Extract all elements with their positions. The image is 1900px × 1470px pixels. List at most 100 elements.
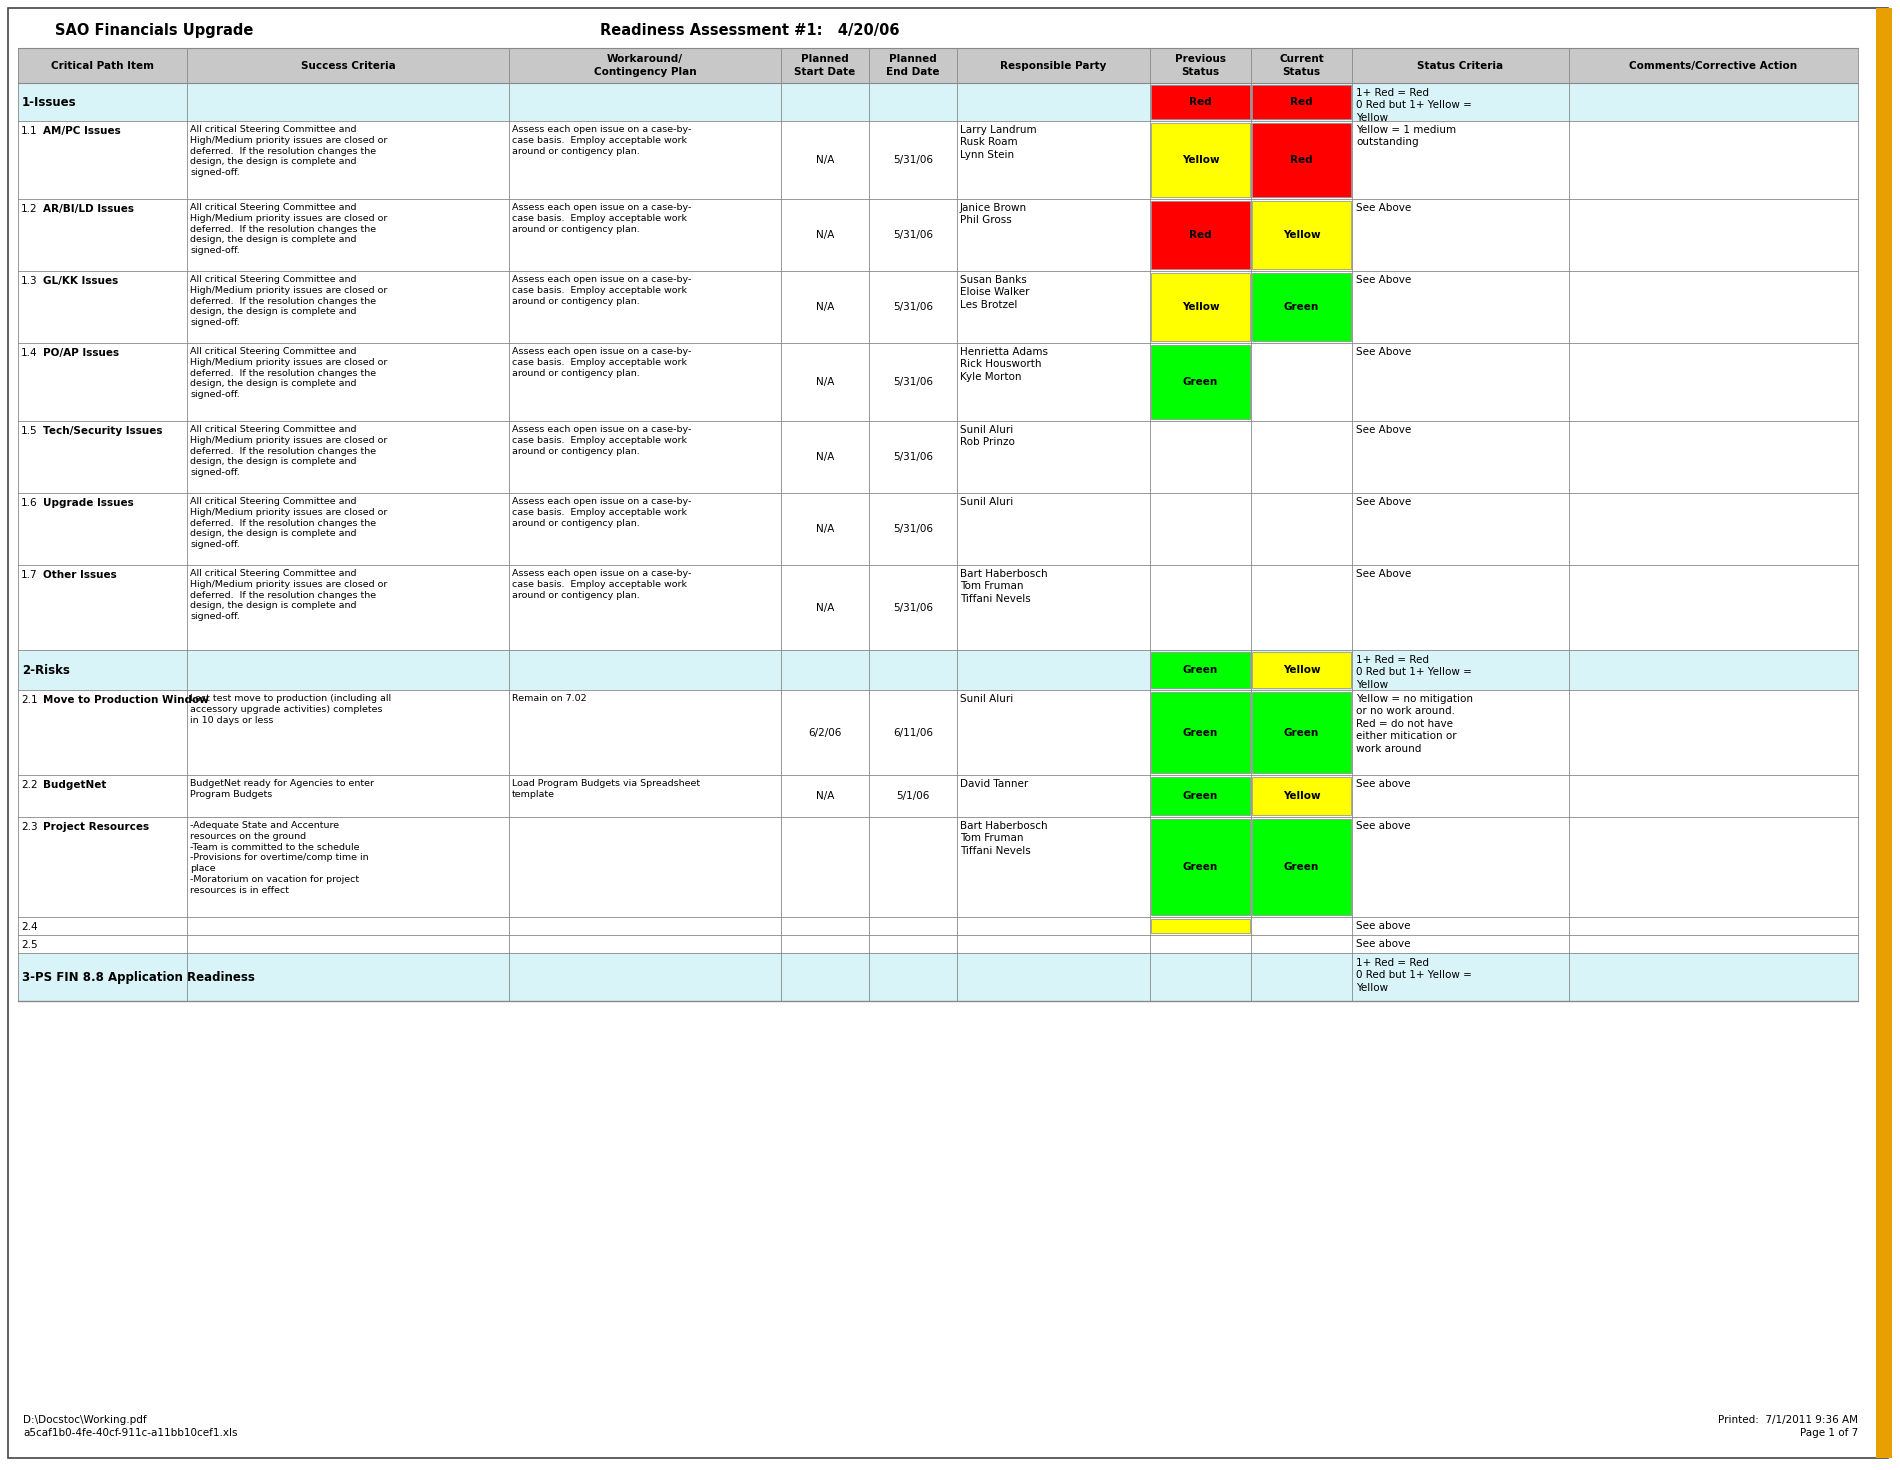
- Text: Green: Green: [1184, 376, 1218, 387]
- Text: Red: Red: [1189, 229, 1212, 240]
- Text: 5/31/06: 5/31/06: [893, 451, 933, 462]
- Text: 1.7: 1.7: [21, 570, 38, 581]
- Bar: [1252, 778, 1351, 814]
- Text: Larry Landrum
Rusk Roam
Lynn Stein: Larry Landrum Rusk Roam Lynn Stein: [960, 125, 1037, 160]
- Text: All critical Steering Committee and
High/Medium priority issues are closed or
de: All critical Steering Committee and High…: [190, 569, 388, 620]
- Bar: [17, 82, 1858, 121]
- Text: See Above: See Above: [1357, 569, 1412, 579]
- Text: N/A: N/A: [815, 301, 834, 312]
- Bar: [1252, 819, 1351, 914]
- Text: All critical Steering Committee and
High/Medium priority issues are closed or
de: All critical Steering Committee and High…: [190, 125, 388, 176]
- Text: AM/PC Issues: AM/PC Issues: [44, 126, 122, 137]
- Text: Comments/Corrective Action: Comments/Corrective Action: [1630, 60, 1797, 71]
- Text: 1+ Red = Red
0 Red but 1+ Yellow =
Yellow: 1+ Red = Red 0 Red but 1+ Yellow = Yello…: [1357, 88, 1472, 123]
- Text: 5/31/06: 5/31/06: [893, 523, 933, 534]
- Text: 5/31/06: 5/31/06: [893, 229, 933, 240]
- Text: Yellow = no mitigation
or no work around.
Red = do not have
either mitication or: Yellow = no mitigation or no work around…: [1357, 694, 1472, 754]
- Text: N/A: N/A: [815, 376, 834, 387]
- Text: Green: Green: [1284, 861, 1319, 872]
- Text: Move to Production Window: Move to Production Window: [44, 695, 209, 706]
- Text: 3-PS FIN 8.8 Application Readiness: 3-PS FIN 8.8 Application Readiness: [23, 970, 255, 983]
- Text: All critical Steering Committee and
High/Medium priority issues are closed or
de: All critical Steering Committee and High…: [190, 425, 388, 476]
- Text: Assess each open issue on a case-by-
case basis.  Employ acceptable work
around : Assess each open issue on a case-by- cas…: [511, 425, 692, 456]
- Text: N/A: N/A: [815, 154, 834, 165]
- Text: Yellow: Yellow: [1182, 154, 1220, 165]
- Bar: [17, 817, 1858, 917]
- Text: David Tanner: David Tanner: [960, 779, 1028, 789]
- Text: Sunil Aluri
Rob Prinzo: Sunil Aluri Rob Prinzo: [960, 425, 1015, 447]
- Bar: [1151, 919, 1250, 933]
- Text: See Above: See Above: [1357, 275, 1412, 285]
- Bar: [1151, 85, 1250, 119]
- Bar: [1875, 7, 1892, 1458]
- Bar: [1252, 85, 1351, 119]
- Text: Current
Status: Current Status: [1279, 54, 1324, 76]
- Text: Sunil Aluri: Sunil Aluri: [960, 694, 1013, 704]
- Text: N/A: N/A: [815, 523, 834, 534]
- Bar: [17, 270, 1858, 343]
- Text: Tech/Security Issues: Tech/Security Issues: [44, 426, 163, 437]
- Text: 1+ Red = Red
0 Red but 1+ Yellow =
Yellow: 1+ Red = Red 0 Red but 1+ Yellow = Yello…: [1357, 656, 1472, 689]
- Bar: [17, 564, 1858, 650]
- Text: Bart Haberbosch
Tom Fruman
Tiffani Nevels: Bart Haberbosch Tom Fruman Tiffani Nevel…: [960, 569, 1047, 604]
- Bar: [1252, 273, 1351, 341]
- Bar: [17, 953, 1858, 1001]
- Text: Janice Brown
Phil Gross: Janice Brown Phil Gross: [960, 203, 1028, 225]
- Bar: [17, 935, 1858, 953]
- Text: Green: Green: [1284, 301, 1319, 312]
- Text: 5/31/06: 5/31/06: [893, 154, 933, 165]
- Text: See above: See above: [1357, 822, 1410, 831]
- Text: Sunil Aluri: Sunil Aluri: [960, 497, 1013, 507]
- Bar: [1151, 653, 1250, 688]
- Text: Assess each open issue on a case-by-
case basis.  Employ acceptable work
around : Assess each open issue on a case-by- cas…: [511, 347, 692, 378]
- Text: 2.2: 2.2: [21, 781, 38, 789]
- Bar: [1151, 819, 1250, 914]
- Text: 6/11/06: 6/11/06: [893, 728, 933, 738]
- Text: Success Criteria: Success Criteria: [300, 60, 395, 71]
- Text: Red: Red: [1290, 97, 1313, 107]
- Text: BudgetNet ready for Agencies to enter
Program Budgets: BudgetNet ready for Agencies to enter Pr…: [190, 779, 374, 798]
- Text: 1.4: 1.4: [21, 348, 38, 359]
- Text: 6/2/06: 6/2/06: [808, 728, 842, 738]
- Text: All critical Steering Committee and
High/Medium priority issues are closed or
de: All critical Steering Committee and High…: [190, 275, 388, 326]
- Bar: [17, 49, 1858, 82]
- Text: Red: Red: [1189, 97, 1212, 107]
- Text: Green: Green: [1184, 728, 1218, 738]
- Bar: [1151, 201, 1250, 269]
- Text: See Above: See Above: [1357, 203, 1412, 213]
- Text: 1.1: 1.1: [21, 126, 38, 137]
- Text: 1.3: 1.3: [21, 276, 38, 287]
- Text: N/A: N/A: [815, 603, 834, 613]
- Text: Workaround/
Contingency Plan: Workaround/ Contingency Plan: [593, 54, 695, 76]
- Text: See above: See above: [1357, 939, 1410, 950]
- Text: 5/31/06: 5/31/06: [893, 376, 933, 387]
- Text: All critical Steering Committee and
High/Medium priority issues are closed or
de: All critical Steering Committee and High…: [190, 347, 388, 398]
- Bar: [17, 420, 1858, 492]
- Text: Other Issues: Other Issues: [44, 570, 116, 581]
- Text: Critical Path Item: Critical Path Item: [51, 60, 154, 71]
- Bar: [17, 650, 1858, 689]
- Text: Printed:  7/1/2011 9:36 AM
Page 1 of 7: Printed: 7/1/2011 9:36 AM Page 1 of 7: [1718, 1416, 1858, 1438]
- Text: 5/31/06: 5/31/06: [893, 301, 933, 312]
- Text: Yellow: Yellow: [1282, 664, 1320, 675]
- Bar: [17, 198, 1858, 270]
- Text: See Above: See Above: [1357, 425, 1412, 435]
- Text: All critical Steering Committee and
High/Medium priority issues are closed or
de: All critical Steering Committee and High…: [190, 203, 388, 254]
- Bar: [1151, 692, 1250, 773]
- Text: Assess each open issue on a case-by-
case basis.  Employ acceptable work
around : Assess each open issue on a case-by- cas…: [511, 569, 692, 600]
- Text: Green: Green: [1184, 861, 1218, 872]
- Text: 1-Issues: 1-Issues: [23, 96, 76, 109]
- Text: N/A: N/A: [815, 791, 834, 801]
- Text: See above: See above: [1357, 922, 1410, 931]
- Bar: [1252, 201, 1351, 269]
- Bar: [1252, 123, 1351, 197]
- Text: Load Program Budgets via Spreadsheet
template: Load Program Budgets via Spreadsheet tem…: [511, 779, 699, 798]
- Bar: [1252, 692, 1351, 773]
- Text: Assess each open issue on a case-by-
case basis.  Employ acceptable work
around : Assess each open issue on a case-by- cas…: [511, 275, 692, 306]
- Text: Responsible Party: Responsible Party: [999, 60, 1106, 71]
- Text: D:\Docstoc\Working.pdf
a5caf1b0-4fe-40cf-911c-a11bb10cef1.xls: D:\Docstoc\Working.pdf a5caf1b0-4fe-40cf…: [23, 1416, 238, 1438]
- Text: Yellow = 1 medium
outstanding: Yellow = 1 medium outstanding: [1357, 125, 1455, 147]
- Text: All critical Steering Committee and
High/Medium priority issues are closed or
de: All critical Steering Committee and High…: [190, 497, 388, 548]
- Text: Green: Green: [1284, 728, 1319, 738]
- Text: See above: See above: [1357, 779, 1410, 789]
